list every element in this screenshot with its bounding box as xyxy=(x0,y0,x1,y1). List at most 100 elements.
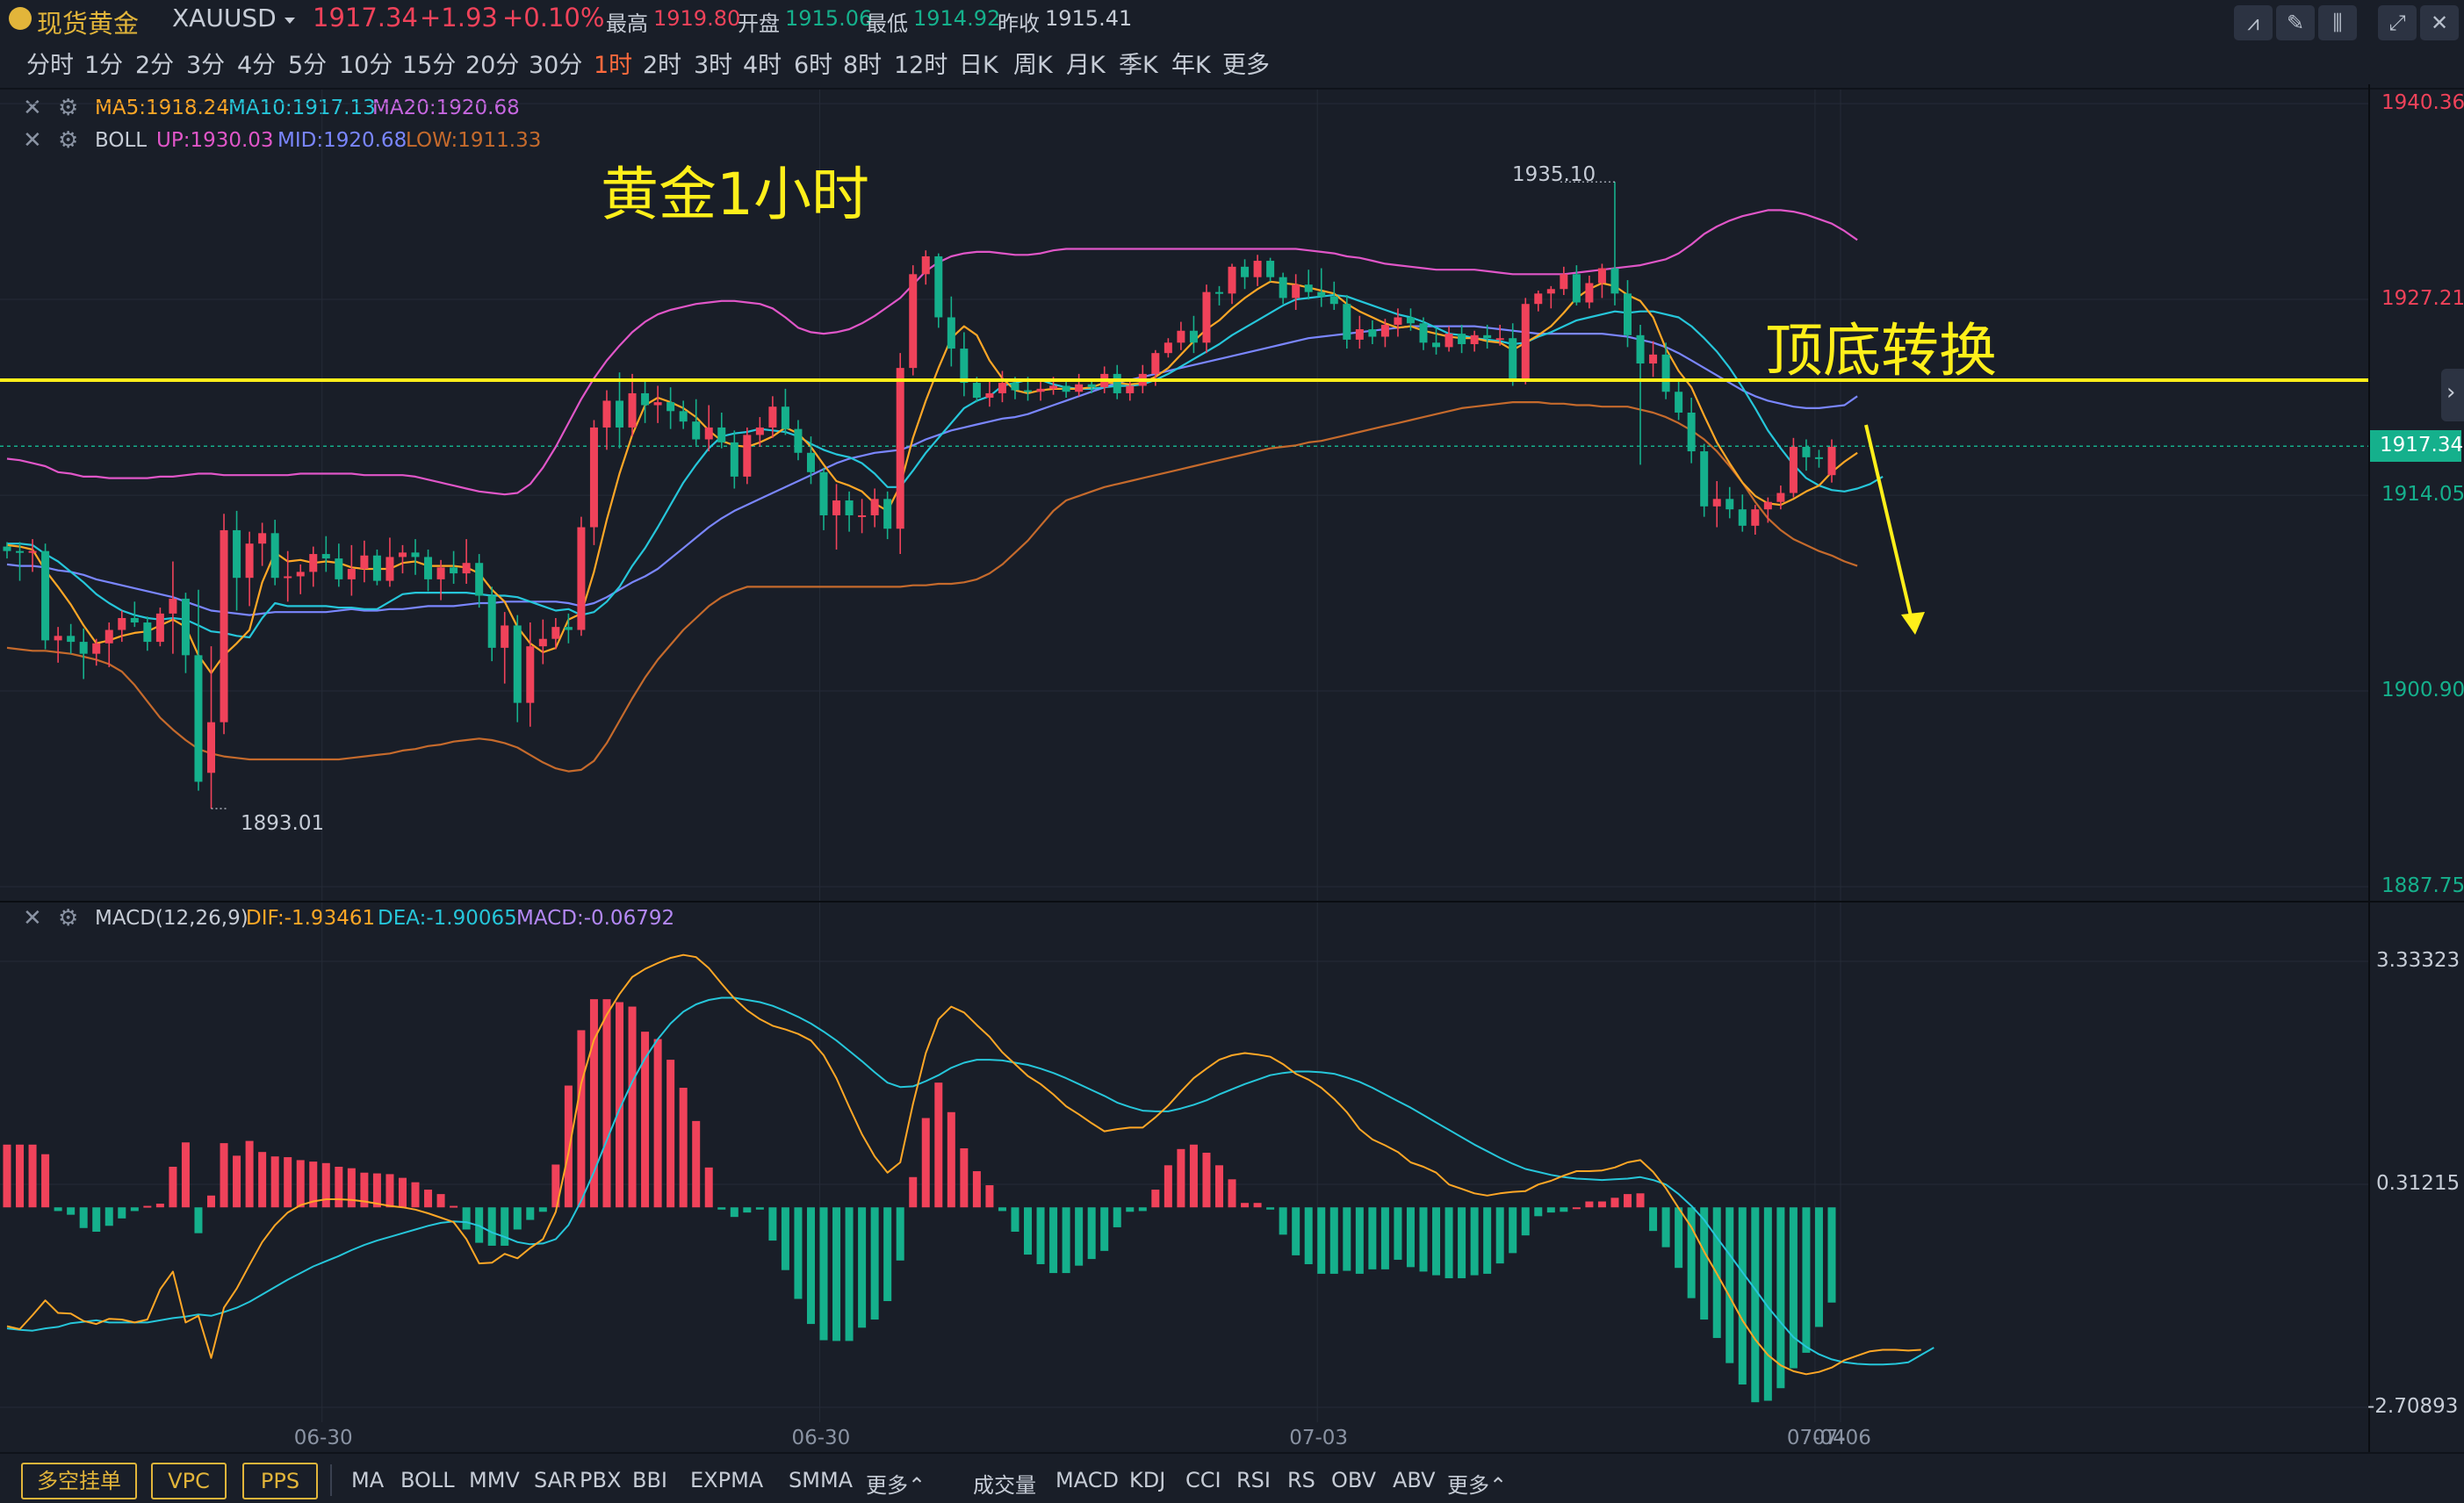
macd-chart[interactable] xyxy=(0,903,2368,1422)
timeframe-18[interactable]: 周K xyxy=(1013,52,1053,79)
candle-body-62 xyxy=(794,428,803,453)
candle-body-3 xyxy=(41,550,50,641)
macd-bar-55 xyxy=(704,1167,713,1208)
timeframe-10[interactable]: 1时 xyxy=(594,52,633,79)
main-indicator-4[interactable]: PBX xyxy=(580,1468,622,1492)
timeframe-19[interactable]: 月K xyxy=(1066,52,1106,79)
candle-body-104 xyxy=(1329,296,1338,305)
close-icon[interactable]: ✕ xyxy=(2420,5,2459,40)
sub-indicator-7[interactable]: ABV xyxy=(1393,1468,1436,1492)
main-indicator-8[interactable]: 更多⌃ xyxy=(866,1473,926,1498)
candle-body-75 xyxy=(960,349,969,384)
timeframe-8[interactable]: 20分 xyxy=(465,52,520,79)
candle-body-116 xyxy=(1483,334,1492,339)
timeframe-7[interactable]: 15分 xyxy=(402,52,457,79)
candle-body-127 xyxy=(1623,293,1632,335)
timeframe-21[interactable]: 年K xyxy=(1171,52,1211,79)
macd-bar-110 xyxy=(1406,1207,1415,1268)
footer-button-1[interactable]: VPC xyxy=(151,1463,227,1499)
macd-bar-1 xyxy=(16,1144,25,1208)
sub-indicator-4[interactable]: RSI xyxy=(1236,1468,1271,1492)
main-indicator-5[interactable]: BBI xyxy=(632,1468,668,1492)
chevron-right-icon[interactable]: › xyxy=(2446,379,2456,406)
ma10-label: MA10:1917.13 xyxy=(228,97,376,119)
timeframe-4[interactable]: 4分 xyxy=(237,52,277,79)
main-indicator-2[interactable]: MMV xyxy=(469,1468,520,1492)
candle-type-icon[interactable]: ⫼ xyxy=(2318,5,2357,40)
candle-body-18 xyxy=(233,529,241,579)
main-indicator-1[interactable]: BOLL xyxy=(400,1468,455,1492)
boll-up-line xyxy=(6,209,1858,496)
macd-bar-12 xyxy=(155,1204,164,1208)
candle-body-7 xyxy=(92,643,101,654)
candle-body-26 xyxy=(335,558,343,579)
candle-body-112 xyxy=(1432,342,1441,348)
timeframe-22[interactable]: 更多 xyxy=(1222,52,1270,79)
candle-body-88 xyxy=(1126,385,1135,393)
main-indicator-3[interactable]: SAR xyxy=(534,1468,577,1492)
macd-bar-114 xyxy=(1458,1207,1466,1278)
pen-tool-icon[interactable]: ✎ xyxy=(2276,5,2315,40)
candle-body-113 xyxy=(1445,334,1453,348)
remove-macd-icon[interactable]: ✕ xyxy=(23,905,42,931)
candle-body-76 xyxy=(972,383,981,399)
candle-body-47 xyxy=(602,400,611,428)
candle-body-12 xyxy=(155,613,164,643)
candlestick-chart[interactable] xyxy=(0,90,2368,901)
timeframe-2[interactable]: 2分 xyxy=(135,52,175,79)
macd-bar-19 xyxy=(245,1140,254,1208)
macd-bar-143 xyxy=(1827,1207,1836,1303)
footer-button-2[interactable]: PPS xyxy=(242,1463,318,1499)
candle-body-37 xyxy=(475,563,484,596)
prev-close-value: 1915.41 xyxy=(1045,6,1133,31)
timeframe-11[interactable]: 2时 xyxy=(643,52,682,79)
timeframe-13[interactable]: 4时 xyxy=(743,52,782,79)
boll-settings-icon[interactable]: ⚙ xyxy=(58,127,79,154)
timeframe-5[interactable]: 5分 xyxy=(288,52,328,79)
timeframe-0[interactable]: 分时 xyxy=(26,52,74,79)
sub-indicator-1[interactable]: MACD xyxy=(1055,1468,1119,1492)
remove-boll-icon[interactable]: ✕ xyxy=(23,127,42,154)
candle-body-68 xyxy=(870,499,879,515)
timeframe-3[interactable]: 3分 xyxy=(186,52,226,79)
low-value: 1914.92 xyxy=(913,6,1001,31)
sub-indicator-6[interactable]: OBV xyxy=(1331,1468,1377,1492)
main-indicator-7[interactable]: SMMA xyxy=(789,1468,854,1492)
price-axis-label-1: 1927.21 xyxy=(2381,286,2464,310)
timeframe-16[interactable]: 12时 xyxy=(894,52,948,79)
candle-body-50 xyxy=(641,392,650,406)
main-indicator-0[interactable]: MA xyxy=(351,1468,385,1492)
side-panel-toggle[interactable] xyxy=(2441,369,2464,421)
timeframe-15[interactable]: 8时 xyxy=(843,52,883,79)
macd-settings-icon[interactable]: ⚙ xyxy=(58,905,79,931)
candle-body-92 xyxy=(1177,330,1185,343)
footer-button-0[interactable]: 多空挂单 xyxy=(21,1463,137,1499)
candle-body-84 xyxy=(1075,384,1084,392)
timeframe-12[interactable]: 3时 xyxy=(694,52,733,79)
macd-bar-57 xyxy=(730,1207,738,1218)
candle-body-52 xyxy=(666,402,675,412)
timeframe-6[interactable]: 10分 xyxy=(339,52,393,79)
candle-body-6 xyxy=(79,642,88,654)
instrument-name[interactable]: 现货黄金 xyxy=(37,9,140,39)
sub-indicator-8[interactable]: 更多⌃ xyxy=(1447,1473,1508,1498)
timeframe-17[interactable]: 日K xyxy=(959,52,998,79)
last-price-tag xyxy=(2370,430,2461,462)
fullscreen-icon[interactable]: ⤢ xyxy=(2378,5,2417,40)
chevron-down-icon[interactable] xyxy=(285,18,295,24)
dif-line xyxy=(6,953,1921,1376)
timeframe-9[interactable]: 30分 xyxy=(529,52,583,79)
sub-indicator-2[interactable]: KDJ xyxy=(1129,1468,1166,1492)
line-chart-icon[interactable]: ⩘ xyxy=(2234,5,2273,40)
ma-settings-icon[interactable]: ⚙ xyxy=(58,95,79,121)
main-indicator-6[interactable]: EXPMA xyxy=(690,1468,764,1492)
sub-indicator-3[interactable]: CCI xyxy=(1185,1468,1221,1492)
timeframe-1[interactable]: 1分 xyxy=(84,52,124,79)
macd-bar-29 xyxy=(372,1173,381,1208)
instrument-symbol[interactable]: XAUUSD xyxy=(172,4,277,32)
sub-indicator-5[interactable]: RS xyxy=(1287,1468,1315,1492)
timeframe-14[interactable]: 6时 xyxy=(794,52,833,79)
remove-ma-icon[interactable]: ✕ xyxy=(23,95,42,121)
timeframe-20[interactable]: 季K xyxy=(1119,52,1158,79)
sub-indicator-0[interactable]: 成交量 xyxy=(973,1473,1036,1498)
